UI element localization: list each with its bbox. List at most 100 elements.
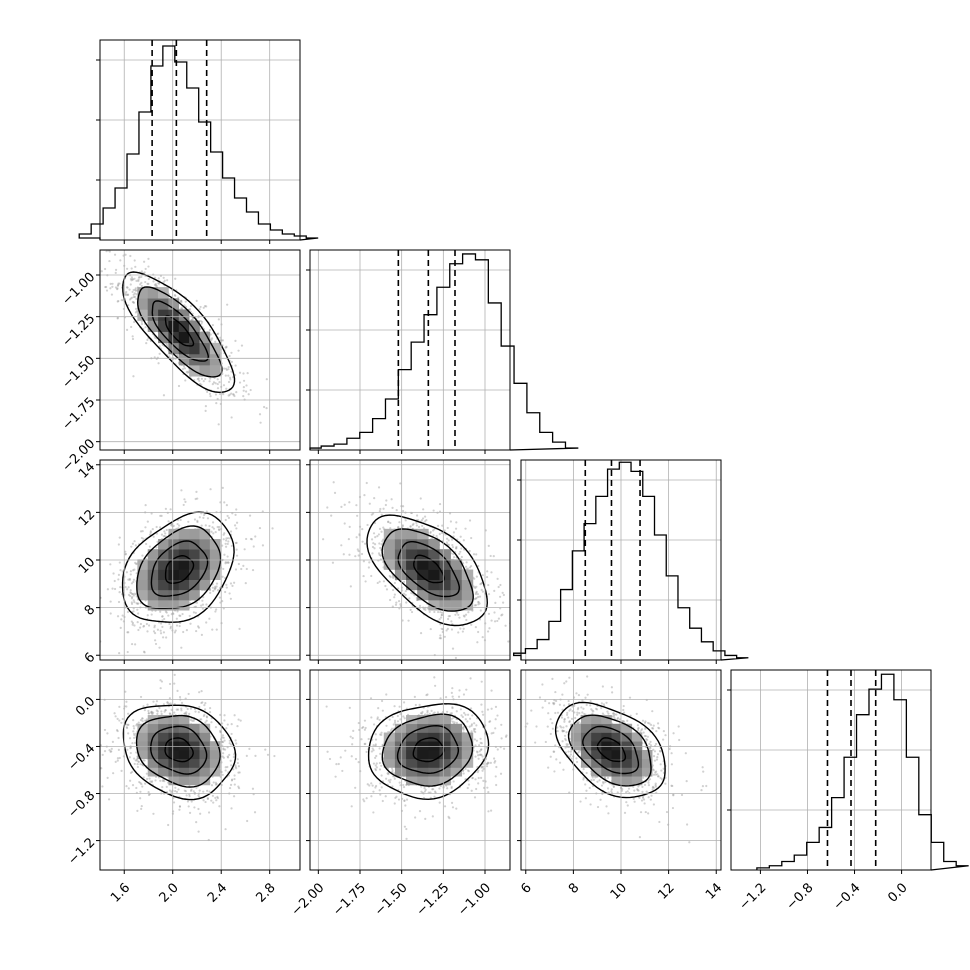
density-cell (439, 579, 451, 591)
scatter-point (230, 732, 233, 736)
density-cell (158, 600, 169, 611)
scatter-point (494, 760, 497, 763)
scatter-point (160, 712, 163, 716)
scatter-point (201, 599, 204, 602)
scatter-point (397, 526, 400, 529)
scatter-point (474, 586, 477, 590)
scatter-point (330, 514, 333, 517)
scatter-point (166, 701, 169, 704)
density-cell (137, 298, 149, 310)
panel-2-1 (322, 481, 510, 660)
scatter-point (227, 561, 230, 564)
scatter-point (197, 377, 200, 380)
density-cell (178, 589, 190, 601)
scatter-point (370, 538, 374, 541)
scatter-point (131, 278, 134, 281)
histogram-0 (78, 45, 319, 241)
scatter-point (224, 769, 227, 772)
scatter-point (170, 708, 173, 711)
scatter-point (175, 624, 179, 627)
density-cell (168, 776, 180, 786)
scatter-point (497, 617, 500, 620)
scatter-point (216, 795, 219, 798)
scatter-point (376, 534, 379, 538)
density-cell (209, 342, 221, 355)
scatter-point (227, 394, 230, 397)
scatter-point (188, 614, 191, 618)
density-cell (189, 342, 200, 355)
density-cell (147, 549, 159, 560)
scatter-point (215, 799, 218, 802)
scatter-point (266, 753, 270, 756)
density-cell (450, 569, 463, 580)
scatter-point (139, 790, 142, 793)
scatter-point (137, 279, 140, 283)
scatter-point (229, 530, 233, 533)
scatter-point (147, 712, 150, 715)
histogram-frame-3 (730, 669, 932, 871)
density-cell (209, 569, 221, 580)
scatter-point (131, 335, 134, 338)
scatter-point (133, 734, 136, 737)
scatter-point (109, 282, 112, 285)
scatter-point (180, 709, 183, 712)
scatter-point (402, 785, 406, 789)
scatter-point (367, 566, 370, 569)
scatter-point (238, 771, 241, 774)
scatter-point (119, 626, 122, 629)
scatter-point (178, 808, 181, 811)
scatter-point (150, 712, 154, 715)
scatter-point (132, 288, 135, 292)
scatter-point (362, 560, 365, 563)
scatter-point (254, 754, 257, 757)
scatter-point (242, 372, 245, 375)
scatter-point (226, 514, 229, 518)
scatter-point (177, 296, 180, 299)
scatter-point (161, 779, 164, 782)
density-cell (158, 539, 169, 550)
scatter-point (378, 527, 382, 530)
density-cell (158, 589, 169, 601)
scatter-point (132, 301, 135, 304)
scatter-point (126, 631, 129, 634)
scatter-point (130, 591, 133, 595)
scatter-point (209, 591, 212, 594)
scatter-point (463, 615, 466, 618)
scatter-point (480, 765, 484, 768)
density-cell (168, 342, 180, 355)
scatter-point (451, 695, 454, 698)
density-cell (199, 750, 211, 760)
scatter-point (203, 713, 206, 716)
scatter-point (391, 769, 394, 772)
scatter-point (396, 720, 400, 723)
contour-line-2 (136, 286, 223, 378)
scatter-point (402, 592, 406, 595)
scatter-point (475, 591, 478, 594)
scatter-point (127, 712, 130, 715)
scatter-point (230, 807, 233, 810)
scatter-point (392, 588, 395, 592)
scatter-point (193, 518, 197, 521)
density-cell (168, 715, 180, 725)
scatter-point (228, 753, 231, 756)
density-cell (461, 569, 474, 580)
scatter-point (222, 393, 225, 396)
scatter-point (147, 793, 151, 797)
scatter-point (143, 759, 146, 762)
scatter-point (132, 725, 135, 728)
scatter-point (446, 627, 449, 630)
scatter-point (197, 830, 200, 833)
scatter-point (175, 790, 179, 793)
scatter-point (374, 536, 377, 539)
scatter-point (164, 532, 167, 535)
scatter-point (417, 519, 420, 522)
scatter-point (114, 268, 118, 271)
scatter-point (183, 712, 186, 715)
scatter-point (132, 580, 135, 583)
scatter-point (226, 555, 229, 558)
scatter-point (431, 815, 434, 818)
scatter-point (238, 371, 242, 374)
scatter-point (234, 568, 238, 571)
scatter-point (165, 343, 169, 347)
scatter-point (135, 572, 138, 575)
